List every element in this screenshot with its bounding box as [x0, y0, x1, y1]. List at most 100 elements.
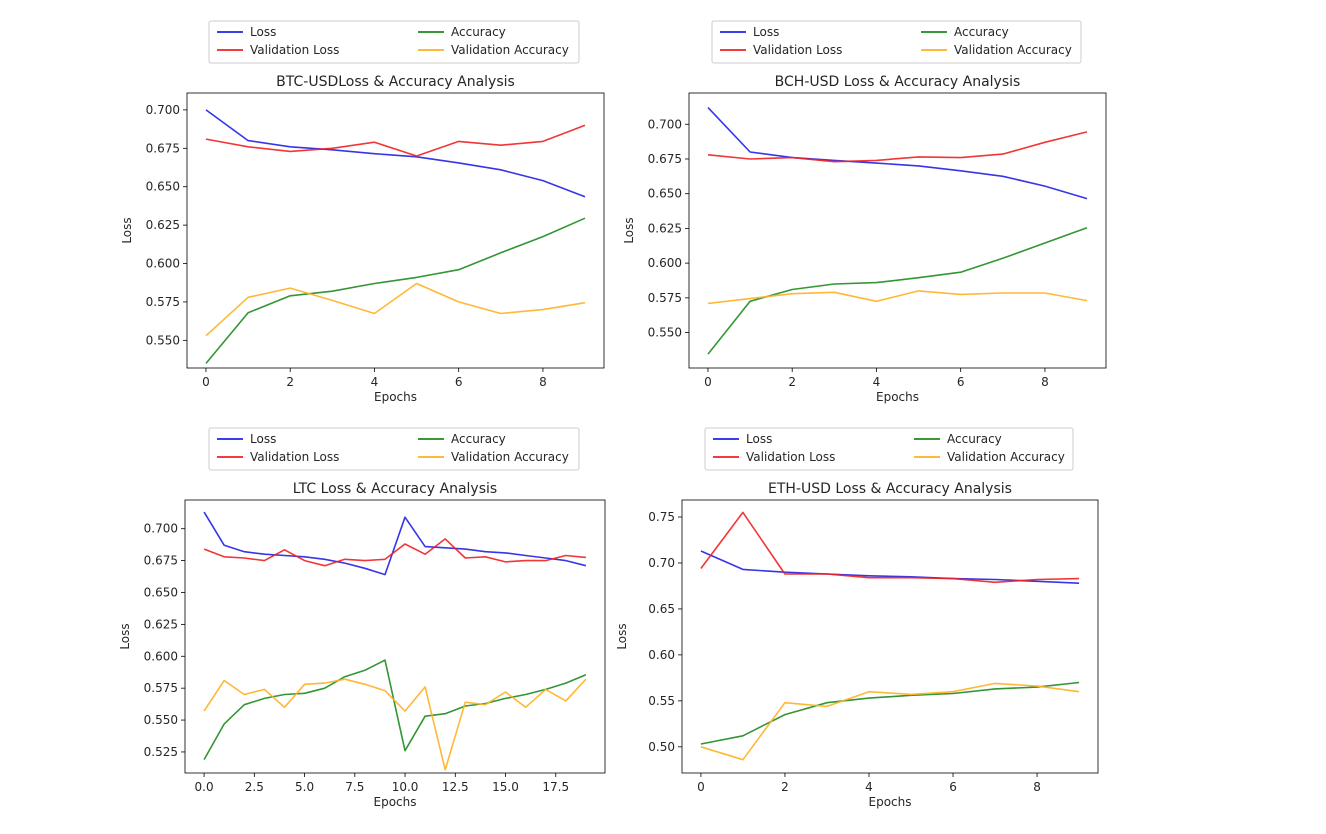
y-tick-label: 0.650 — [648, 187, 682, 201]
y-tick-label: 0.675 — [648, 152, 682, 166]
plot-area — [184, 499, 606, 774]
y-tick-label: 0.65 — [648, 602, 675, 616]
x-tick-label: 0.0 — [195, 780, 214, 794]
legend-label: Validation Loss — [250, 450, 339, 464]
y-tick-label: 0.525 — [144, 745, 178, 759]
legend-item-accuracy: Accuracy — [921, 25, 1009, 39]
legend-item-validation-loss: Validation Loss — [713, 450, 835, 464]
x-tick-label: 0 — [202, 375, 210, 389]
plot-area — [186, 92, 605, 369]
x-tick-label: 6 — [957, 375, 965, 389]
legend-item-validation-accuracy: Validation Accuracy — [921, 43, 1072, 57]
legend-item-validation-accuracy: Validation Accuracy — [418, 450, 569, 464]
x-axis-label: Epochs — [374, 795, 417, 809]
legend-item-validation-loss: Validation Loss — [720, 43, 842, 57]
legend-item-loss: Loss — [217, 25, 276, 39]
y-tick-label: 0.70 — [648, 556, 675, 570]
legend-label: Loss — [753, 25, 779, 39]
legend-label: Accuracy — [451, 432, 506, 446]
series-line-accuracy — [205, 217, 586, 364]
y-axis-label: Loss — [622, 217, 636, 243]
y-tick-label: 0.550 — [648, 326, 682, 340]
series-line-validation-loss — [205, 124, 586, 157]
chart-panel-2: 0 2 4 6 8 0.550 0.575 0.600 0.625 0.650 0.675 0.700… — [622, 20, 1107, 404]
x-tick-label: 2 — [788, 375, 796, 389]
legend-frame — [208, 20, 580, 64]
y-tick-label: 0.600 — [648, 256, 682, 270]
x-tick-label: 2 — [286, 375, 294, 389]
x-tick-label: 12.5 — [442, 780, 469, 794]
legend-item-accuracy: Accuracy — [418, 432, 506, 446]
x-tick-label: 4 — [865, 780, 873, 794]
y-axis-label: Loss — [615, 623, 629, 649]
x-tick-label: 2.5 — [245, 780, 264, 794]
legend: Loss Validation Loss Accuracy Validation Ac… — [208, 20, 580, 64]
y-tick-label: 0.700 — [144, 522, 178, 536]
legend-label: Loss — [746, 432, 772, 446]
legend-frame — [711, 20, 1082, 64]
series-line-validation-accuracy — [205, 282, 586, 337]
legend-item-validation-accuracy: Validation Accuracy — [418, 43, 569, 57]
legend-frame — [704, 427, 1074, 471]
y-tick-label: 0.575 — [146, 295, 180, 309]
y-tick-label: 0.675 — [144, 554, 178, 568]
legend: Loss Validation Loss Accuracy Validation Ac… — [711, 20, 1082, 64]
series-line-validation-accuracy — [700, 682, 1080, 761]
series-line-accuracy — [203, 659, 587, 760]
y-tick-label: 0.625 — [648, 221, 682, 235]
x-tick-label: 6 — [949, 780, 957, 794]
y-tick-label: 0.625 — [144, 617, 178, 631]
chart-title: ETH-USD Loss & Accuracy Analysis — [768, 481, 1012, 497]
chart-title: LTC Loss & Accuracy Analysis — [293, 481, 497, 497]
x-axis-label: Epochs — [876, 390, 919, 404]
legend-frame — [208, 427, 580, 471]
legend-item-loss: Loss — [217, 432, 276, 446]
series-line-validation-accuracy — [707, 290, 1088, 305]
plot-area — [688, 92, 1107, 369]
legend: Loss Validation Loss Accuracy Validation Ac… — [704, 427, 1074, 471]
y-tick-label: 0.600 — [144, 649, 178, 663]
legend-item-accuracy: Accuracy — [914, 432, 1002, 446]
legend-label: Loss — [250, 432, 276, 446]
legend-label: Validation Accuracy — [451, 450, 569, 464]
legend-item-loss: Loss — [720, 25, 779, 39]
x-axis-label: Epochs — [869, 795, 912, 809]
legend-label: Accuracy — [451, 25, 506, 39]
y-axis-label: Loss — [120, 217, 134, 243]
chart-title: BCH-USD Loss & Accuracy Analysis — [775, 74, 1021, 90]
x-tick-label: 8 — [1041, 375, 1049, 389]
series-line-loss — [707, 107, 1088, 200]
legend-label: Validation Loss — [250, 43, 339, 57]
legend-label: Validation Loss — [753, 43, 842, 57]
legend-item-validation-loss: Validation Loss — [217, 43, 339, 57]
chart-panel-3: 0.0 2.5 5.0 7.5 10.0 12.5 15.0 17.5 0.525 0.550 0.… — [118, 427, 606, 809]
series-line-loss — [205, 109, 586, 198]
y-tick-label: 0.550 — [144, 713, 178, 727]
legend-label: Accuracy — [947, 432, 1002, 446]
series-line-loss — [203, 511, 587, 576]
x-tick-label: 17.5 — [542, 780, 569, 794]
chart-panel-1: 0 2 4 6 8 0.550 0.575 0.600 0.625 0.650 0.675 0.700… — [120, 20, 605, 404]
x-tick-label: 8 — [539, 375, 547, 389]
y-tick-label: 0.550 — [146, 333, 180, 347]
x-tick-label: 4 — [371, 375, 379, 389]
y-tick-label: 0.60 — [648, 648, 675, 662]
x-tick-label: 6 — [455, 375, 463, 389]
legend-label: Loss — [250, 25, 276, 39]
chart-panel-4: 0 2 4 6 8 0.50 0.55 0.60 0.65 0.70 0.75 ETH-USD Los… — [615, 427, 1099, 809]
y-tick-label: 0.700 — [146, 103, 180, 117]
y-tick-label: 0.75 — [648, 510, 675, 524]
legend-label: Validation Accuracy — [451, 43, 569, 57]
y-axis-label: Loss — [118, 623, 132, 649]
y-tick-label: 0.575 — [648, 291, 682, 305]
legend-item-validation-accuracy: Validation Accuracy — [914, 450, 1065, 464]
legend-label: Validation Accuracy — [947, 450, 1065, 464]
chart-title: BTC-USDLoss & Accuracy Analysis — [276, 74, 515, 90]
series-line-validation-accuracy — [203, 678, 587, 771]
x-tick-label: 0 — [704, 375, 712, 389]
series-line-validation-loss — [707, 131, 1088, 163]
y-tick-label: 0.650 — [144, 585, 178, 599]
plot-area — [681, 499, 1099, 774]
y-tick-label: 0.650 — [146, 180, 180, 194]
